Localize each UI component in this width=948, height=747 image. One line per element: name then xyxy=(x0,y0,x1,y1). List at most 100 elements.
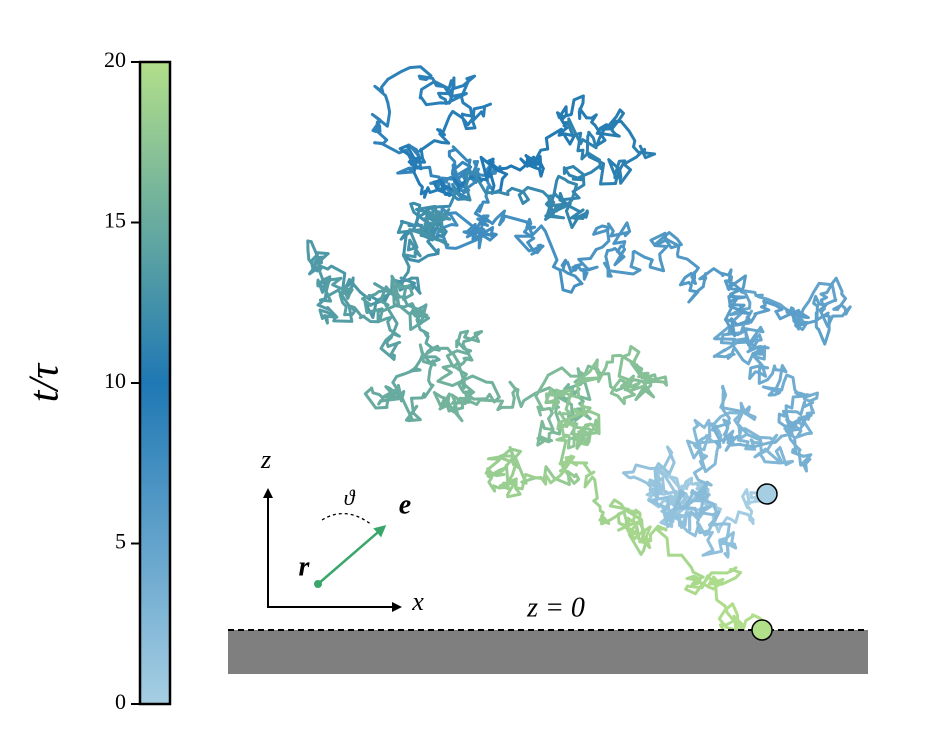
trajectory-segment xyxy=(571,209,589,221)
trajectory-segment xyxy=(801,281,837,311)
trajectory-segment xyxy=(556,419,577,431)
trajectory-segment xyxy=(676,243,700,279)
trajectory-segment xyxy=(498,453,521,470)
trajectory-segment xyxy=(717,510,741,534)
trajectory-segment xyxy=(612,221,632,249)
trajectory-segment xyxy=(598,510,626,526)
trajectory-segment xyxy=(473,194,490,215)
trajectory-segment xyxy=(539,224,562,272)
trajectory-segment xyxy=(576,358,602,385)
trajectory-segment xyxy=(698,504,717,522)
trajectory-segment xyxy=(773,364,788,382)
trajectory-segment xyxy=(687,281,700,304)
tick-label: 10 xyxy=(104,368,126,393)
trajectory-segment xyxy=(567,117,598,150)
trajectory-segment xyxy=(611,108,625,129)
trajectory-segment xyxy=(817,314,831,346)
trajectory-segment xyxy=(577,248,599,273)
trajectory-segment xyxy=(436,128,451,145)
trajectory-segment xyxy=(583,474,599,503)
orientation-label: e xyxy=(399,489,411,520)
trajectory-segment xyxy=(819,281,834,311)
trajectory-segment xyxy=(737,510,755,525)
trajectory-segment xyxy=(597,108,622,131)
trajectory-segment xyxy=(627,508,642,526)
angle-arc xyxy=(321,513,373,526)
trajectory-segment xyxy=(607,222,632,238)
trajectory-segment xyxy=(711,421,731,449)
trajectory-segment xyxy=(370,386,385,406)
trajectory-segment xyxy=(398,144,422,165)
trajectory-segment xyxy=(571,461,596,478)
trajectory-segment xyxy=(447,154,460,182)
trajectory-segment xyxy=(502,445,523,460)
trajectory-segment xyxy=(445,351,469,367)
trajectory-segment xyxy=(506,186,530,205)
trajectory-segment xyxy=(450,396,470,423)
trajectory-segment xyxy=(517,186,556,206)
trajectory-segment xyxy=(760,299,784,313)
trajectory-segment xyxy=(408,307,429,322)
trajectory-segment xyxy=(722,418,742,447)
trajectory-segment xyxy=(460,106,479,123)
trajectory-segment xyxy=(653,231,669,261)
trajectory-segment xyxy=(556,407,586,431)
trajectory-segment xyxy=(622,463,660,479)
trajectory-segment xyxy=(608,498,630,514)
trajectory-segment xyxy=(418,139,451,160)
trajectory-segment xyxy=(774,308,810,321)
trajectory-segment xyxy=(378,309,393,332)
trajectory-segment xyxy=(712,576,729,615)
trajectory-segment xyxy=(515,386,551,409)
trajectory-segment xyxy=(498,214,534,236)
trajectory-segment xyxy=(680,492,690,508)
trajectory-segment xyxy=(486,455,518,484)
trajectory-segment xyxy=(363,386,391,410)
trajectory-segment xyxy=(506,486,524,499)
trajectory-segment xyxy=(594,224,611,251)
trajectory-segment xyxy=(748,362,770,380)
trajectory-segment xyxy=(617,355,636,400)
trajectory-segment xyxy=(555,422,571,465)
trajectory-segment xyxy=(373,282,395,307)
trajectory-segment xyxy=(323,276,343,299)
trajectory-segment xyxy=(463,329,484,343)
trajectory-segment xyxy=(729,346,755,366)
position-label: r xyxy=(299,551,311,582)
trajectory-segment xyxy=(690,578,705,586)
trajectory-segment xyxy=(763,446,788,467)
trajectory-segment xyxy=(343,304,364,319)
trajectory-segment xyxy=(397,284,414,301)
trajectory-segment xyxy=(777,409,795,429)
trajectory-segment xyxy=(692,433,723,474)
trajectory-segment xyxy=(767,378,782,397)
trajectory-segment xyxy=(417,74,446,89)
trajectory-segment xyxy=(473,211,491,232)
trajectory-segment xyxy=(585,130,598,154)
trajectory-segment xyxy=(626,374,647,392)
trajectory-segment xyxy=(665,492,688,508)
trajectory-segment xyxy=(607,158,623,180)
trajectory-segment xyxy=(758,433,779,453)
trajectory-segment xyxy=(341,284,354,300)
trajectory-segment xyxy=(621,523,652,541)
trajectory-segment xyxy=(678,521,714,538)
trajectory-segment xyxy=(439,85,468,105)
end-marker xyxy=(751,619,773,641)
trajectory-segment xyxy=(692,465,713,487)
trajectory-segment xyxy=(693,418,714,443)
trajectory-segment xyxy=(619,120,656,156)
trajectory-segment xyxy=(741,325,765,347)
trajectory-segment xyxy=(536,419,547,447)
trajectory-segment xyxy=(371,118,382,134)
trajectory-segment xyxy=(434,182,472,209)
x-label: x xyxy=(411,587,424,616)
trajectory-segment xyxy=(686,419,700,460)
start-marker xyxy=(756,483,778,505)
trajectory-segment xyxy=(450,393,482,406)
trajectory-segment xyxy=(478,396,516,412)
trajectory-segment xyxy=(536,405,545,417)
trajectory-segment xyxy=(373,124,389,145)
trajectory-segment xyxy=(606,268,642,278)
